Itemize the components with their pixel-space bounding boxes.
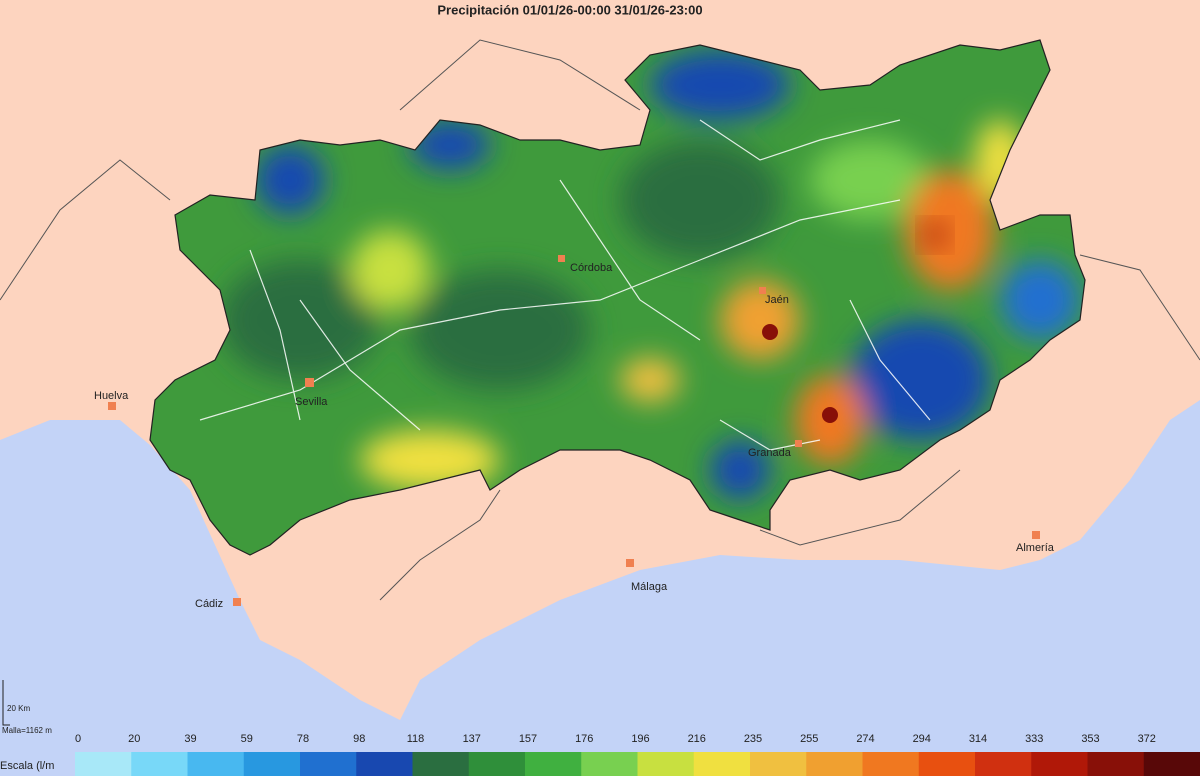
legend-label: Escala (l/m bbox=[0, 760, 54, 772]
legend-swatch bbox=[1143, 752, 1200, 776]
legend-swatch bbox=[356, 752, 413, 776]
scale-distance: 20 Km bbox=[7, 704, 30, 713]
city-label: Málaga bbox=[631, 581, 668, 593]
map-title: Precipitación 01/01/26-00:00 31/01/26-23… bbox=[437, 2, 702, 17]
mesh-size: Malla=1162 m bbox=[2, 726, 52, 735]
legend-tick-label: 39 bbox=[184, 733, 196, 745]
legend-tick-label: 137 bbox=[463, 733, 481, 745]
legend-tick-label: 0 bbox=[75, 733, 81, 745]
city-label: Sevilla bbox=[295, 396, 328, 408]
legend-swatch bbox=[750, 752, 807, 776]
legend-swatch bbox=[581, 752, 638, 776]
legend-swatch bbox=[918, 752, 976, 776]
legend-tick-label: 372 bbox=[1138, 733, 1156, 745]
legend-tick-label: 20 bbox=[128, 733, 140, 745]
legend-swatch bbox=[468, 752, 526, 776]
legend-swatch bbox=[693, 752, 751, 776]
legend-tick-label: 353 bbox=[1081, 733, 1099, 745]
legend-swatch bbox=[75, 752, 132, 776]
city-label: Jaén bbox=[765, 294, 789, 306]
legend-swatch bbox=[637, 752, 695, 776]
legend: 0 20 39 59 78 98 118 137 157 176 196 216 235 255 274 29… bbox=[75, 733, 1200, 776]
legend-swatch bbox=[300, 752, 357, 776]
city-label: Almería bbox=[1016, 542, 1055, 554]
legend-tick-label: 255 bbox=[800, 733, 818, 745]
legend-tick-label: 176 bbox=[575, 733, 593, 745]
legend-tick-label: 78 bbox=[297, 733, 309, 745]
legend-swatch bbox=[975, 752, 1032, 776]
legend-swatch bbox=[806, 752, 863, 776]
legend-swatch bbox=[243, 752, 301, 776]
legend-tick-label: 196 bbox=[631, 733, 649, 745]
city-label: Granada bbox=[748, 447, 792, 459]
legend-tick-label: 333 bbox=[1025, 733, 1043, 745]
city-label: Córdoba bbox=[570, 262, 613, 274]
legend-swatch bbox=[1031, 752, 1088, 776]
sea bbox=[0, 400, 1200, 776]
city-label: Cádiz bbox=[195, 598, 223, 610]
city-markers bbox=[108, 255, 1040, 606]
legend-swatch bbox=[131, 752, 188, 776]
legend-swatch bbox=[1087, 752, 1145, 776]
legend-tick-label: 274 bbox=[856, 733, 874, 745]
legend-tick-label: 235 bbox=[744, 733, 762, 745]
legend-tick-label: 98 bbox=[353, 733, 365, 745]
legend-swatch bbox=[187, 752, 245, 776]
scale-bar bbox=[2, 680, 10, 726]
legend-tick-label: 294 bbox=[913, 733, 931, 745]
legend-tick-label: 216 bbox=[688, 733, 706, 745]
legend-swatch bbox=[412, 752, 470, 776]
city-label: Huelva bbox=[94, 390, 129, 402]
legend-tick-label: 157 bbox=[519, 733, 537, 745]
legend-swatch bbox=[525, 752, 582, 776]
province-borders bbox=[0, 39, 1200, 601]
legend-tick-label: 59 bbox=[241, 733, 253, 745]
legend-tick-label: 314 bbox=[969, 733, 987, 745]
legend-swatch bbox=[862, 752, 920, 776]
legend-tick-label: 118 bbox=[407, 733, 425, 745]
